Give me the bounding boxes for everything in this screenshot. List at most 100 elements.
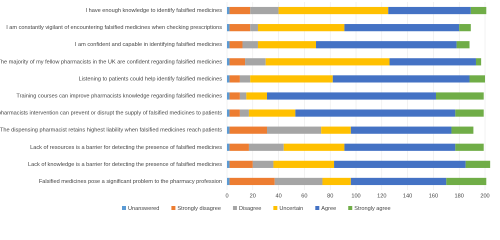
bar-segment: [239, 75, 251, 83]
bar-segment: [459, 24, 471, 32]
bar-segment: [344, 24, 460, 32]
bar-segment: [229, 6, 251, 15]
bar-segment: [388, 6, 471, 15]
bar-segment: [389, 58, 476, 66]
y-tick-label: Lack of knowledge is a barrier for detec…: [28, 162, 222, 168]
y-tick-label: I have enough knowledge to identify fals…: [85, 8, 222, 14]
legend-label: Uncertain: [279, 206, 303, 212]
x-tick-label: 20: [250, 193, 256, 199]
bar-segment: [266, 126, 322, 134]
bar-segment: [278, 6, 389, 15]
legend-label: Strongly agree: [354, 206, 390, 212]
bar-segment: [451, 126, 474, 134]
bar-segment: [227, 160, 230, 168]
bar-segment: [283, 143, 345, 151]
bar-segment: [227, 24, 230, 32]
legend-swatch: [348, 206, 353, 210]
legend-label: Unanswered: [128, 206, 159, 212]
bar-segment: [274, 177, 323, 186]
y-tick-label: Listening to patients could help identif…: [79, 76, 223, 82]
bar-segment: [257, 24, 345, 32]
y-tick-label: Lack of resources is a barrier for detec…: [30, 145, 222, 151]
x-tick-label: 40: [275, 193, 281, 199]
bar-segment: [227, 6, 230, 15]
bar-segment: [295, 109, 456, 117]
bar-segment: [227, 143, 230, 151]
bar-segment: [229, 126, 267, 134]
x-tick-label: 80: [327, 193, 333, 199]
bar-segment: [248, 109, 296, 117]
bar-segment: [229, 160, 253, 168]
bar-segment: [350, 177, 447, 186]
bar-segment: [332, 75, 470, 83]
bar-segment: [227, 75, 230, 83]
y-tick-label: Training courses can improve pharmacists…: [16, 93, 222, 99]
bar-segment: [446, 177, 487, 186]
legend-label: Strongly disagree: [177, 206, 221, 212]
x-tick-label: 120: [377, 193, 386, 199]
y-tick-label: The dispensing pharmacist retains highes…: [0, 128, 222, 134]
x-tick-label: 100: [351, 193, 360, 199]
bar-segment: [229, 75, 240, 83]
bar-segment: [239, 109, 249, 117]
bar-segment: [455, 143, 484, 151]
y-tick-label: Falsified medicines pose a significant p…: [39, 179, 222, 185]
x-tick-label: 0: [225, 193, 228, 199]
bar-segment: [246, 92, 267, 100]
legend-swatch: [171, 206, 176, 210]
chart: 0 20 40 60 80 100 120 140 160 180 200 I have enough…: [0, 2, 491, 212]
y-tick-label: I am confident and capable in identifyin…: [75, 42, 222, 48]
bar-segment: [248, 143, 284, 151]
bar-segment: [229, 109, 240, 117]
bar-segment: [266, 92, 436, 100]
bar-segment: [470, 6, 487, 15]
bar-segment: [322, 177, 351, 186]
legend-label: Disagree: [239, 206, 261, 212]
legend-swatch: [273, 206, 278, 210]
x-tick-label: 160: [429, 193, 438, 199]
legend-label: Agree: [321, 206, 336, 212]
bar-segment: [227, 126, 230, 134]
y-tick-label: The majority of my fellow pharmacists in…: [0, 59, 222, 65]
legend-swatch: [122, 206, 126, 210]
bar-segment: [257, 41, 317, 49]
bar-segment: [435, 92, 484, 100]
legend-swatch: [315, 206, 320, 210]
bar-segment: [229, 177, 275, 186]
bar-segment: [229, 143, 249, 151]
bar-segment: [456, 41, 470, 49]
x-tick-label: 140: [403, 193, 412, 199]
bar-segment: [350, 126, 452, 134]
bar-segment: [250, 75, 333, 83]
bar-segment: [265, 58, 390, 66]
y-tick-label: A pharmacists intervention can prevent o…: [0, 111, 222, 117]
bar-segment: [239, 92, 247, 100]
bar-segment: [227, 177, 230, 186]
bar-segment: [344, 143, 456, 151]
bar-segment: [245, 58, 266, 66]
bar-segment: [229, 92, 240, 100]
bar-segment: [242, 41, 258, 49]
x-tick-label: 60: [301, 193, 307, 199]
bar-segment: [227, 92, 230, 100]
bar-segment: [465, 160, 491, 168]
bar-segment: [316, 41, 457, 49]
bar-segment: [227, 58, 230, 66]
bar-segment: [252, 160, 274, 168]
bar-segment: [455, 109, 484, 117]
bar-segment: [469, 75, 485, 83]
bar-segment: [229, 58, 246, 66]
x-tick-label: 200: [480, 193, 489, 199]
x-tick-label: 180: [455, 193, 464, 199]
bar-segment: [227, 41, 230, 49]
bar-segment: [227, 109, 230, 117]
legend-swatch: [232, 206, 237, 210]
bar-segment: [273, 160, 335, 168]
bar-segment: [229, 24, 251, 32]
y-tick-label: I am constantly vigilant of encountering…: [6, 25, 222, 31]
bar-segment: [475, 58, 482, 66]
bar-segment: [250, 6, 279, 15]
bar-segment: [250, 24, 258, 32]
bar-segment: [334, 160, 466, 168]
bar-segment: [321, 126, 351, 134]
